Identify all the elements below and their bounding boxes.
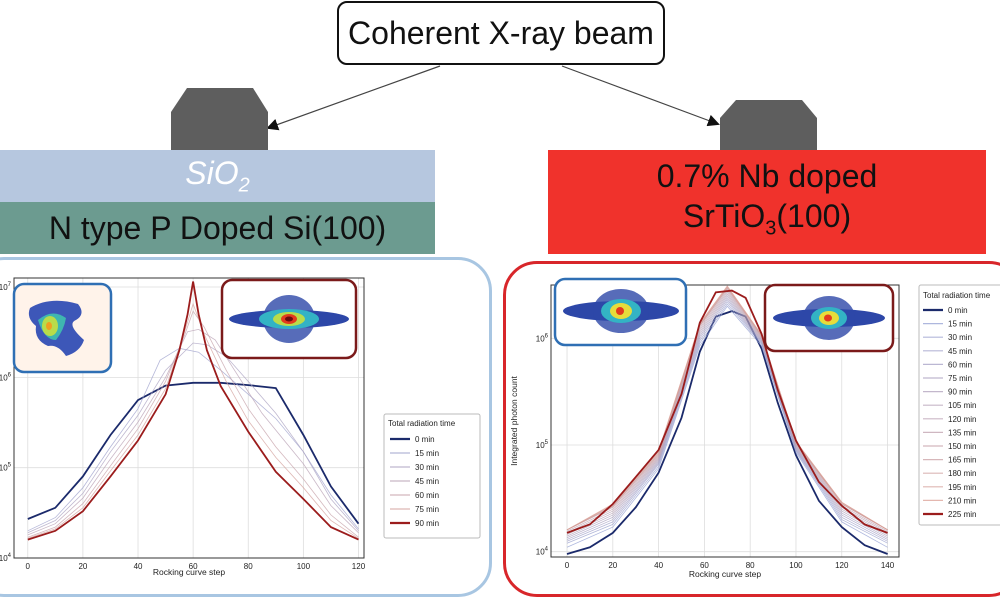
legend-entry: 60 min <box>948 360 972 369</box>
plot-frame <box>550 284 900 558</box>
x-ticks: 0 20 40 60 80 100 120 <box>26 562 366 571</box>
series-line-75-min <box>27 302 359 539</box>
x-axis-label: Rocking curve step <box>689 569 762 579</box>
series-line-0-min <box>27 381 360 525</box>
series-line-15-min <box>566 305 888 548</box>
chart-sto-rocking-curve: 0 20 40 60 80 100 120 140 106 105 104 Rocking cur… <box>509 277 1000 579</box>
y-tick-label: 106 <box>536 333 549 343</box>
x-tick-label: 100 <box>297 562 311 571</box>
sio2-layer: SiO2 <box>0 150 435 202</box>
x-tick-label: 20 <box>608 561 617 570</box>
legend-entry: 45 min <box>948 347 972 356</box>
legend-entry: 90 min <box>948 388 972 397</box>
legend: Total radiation time 0 min 15 min 30 min 45… <box>383 413 481 539</box>
legend-entry: 30 min <box>948 333 972 342</box>
y-tick-label: 106 <box>0 372 12 382</box>
plot-frame <box>13 277 365 559</box>
series-line-180-min <box>566 286 888 531</box>
beam-arrow-right <box>561 65 720 127</box>
y-tick-label: 107 <box>0 282 12 292</box>
legend-entry: 165 min <box>948 456 976 465</box>
series-line-225-min <box>566 289 888 534</box>
legend-entry: 75 min <box>415 505 439 514</box>
series-line-90-min <box>27 281 359 541</box>
x-axis-label: Rocking curve step <box>153 567 226 577</box>
si-substrate-label: N type P Doped Si(100) <box>48 209 387 246</box>
series-line-45-min <box>27 328 359 536</box>
sio2-label: SiO2 <box>185 154 250 197</box>
series-line-30-min <box>27 342 359 534</box>
x-tick-label: 140 <box>881 561 895 570</box>
legend-entry: 45 min <box>415 477 439 486</box>
legend-entry: 15 min <box>415 449 439 458</box>
legend-entry: 15 min <box>948 320 972 329</box>
x-tick-label: 80 <box>746 561 755 570</box>
legend-title: Total radiation time <box>388 419 456 428</box>
x-tick-label: 20 <box>78 562 87 571</box>
y-tick-label: 105 <box>536 440 549 450</box>
legend-entry: 30 min <box>415 463 439 472</box>
y-ticks: 106 105 104 <box>536 333 549 556</box>
sample-block-right <box>720 100 817 150</box>
series-line-15-min <box>27 347 359 532</box>
legend-entry: 210 min <box>948 496 976 505</box>
beam-label: Coherent X-ray beam <box>348 14 654 51</box>
legend: Total radiation time 0 min 15 min 30 min 45… <box>918 284 1000 526</box>
x-tick-label: 120 <box>835 561 849 570</box>
series-line-30-min <box>566 303 888 544</box>
series-lines <box>566 285 888 555</box>
legend-entry: 180 min <box>948 469 976 478</box>
x-tick-label: 60 <box>700 561 709 570</box>
inset-si-initial <box>12 282 113 374</box>
legend-entry: 150 min <box>948 442 976 451</box>
legend-entry: 135 min <box>948 428 976 437</box>
inset-sto-initial <box>553 277 688 347</box>
series-line-45-min <box>566 301 888 542</box>
series-line-120-min <box>566 291 888 534</box>
x-tick-label: 40 <box>134 562 143 571</box>
beam-arrow-left <box>266 65 441 131</box>
series-line-60-min <box>27 310 359 538</box>
sample-block-left <box>171 88 268 150</box>
y-tick-label: 105 <box>0 463 12 473</box>
legend-entry: 90 min <box>415 519 439 528</box>
beam-label-box: Coherent X-ray beam <box>337 1 665 65</box>
chart-si-rocking-curve: 0 20 40 60 80 100 120 107 106 105 104 Rocking cur… <box>0 277 481 577</box>
x-tick-label: 0 <box>26 562 31 571</box>
x-tick-label: 40 <box>654 561 663 570</box>
series-line-165-min <box>566 287 888 531</box>
y-ticks: 107 106 105 104 <box>0 282 12 563</box>
legend-entry: 0 min <box>948 306 968 315</box>
x-ticks: 0 20 40 60 80 100 120 140 <box>565 561 895 570</box>
y-tick-label: 104 <box>0 553 12 563</box>
left-result-panel <box>0 257 492 597</box>
legend-entry: 75 min <box>948 374 972 383</box>
sto-label-line2: SrTiO3(100) <box>682 197 852 240</box>
legend-entry: 120 min <box>948 415 976 424</box>
legend-entry: 0 min <box>415 435 435 444</box>
series-lines <box>27 281 360 541</box>
legend-entry: 105 min <box>948 401 976 410</box>
y-axis-label: Integrated photon count <box>509 375 519 465</box>
series-line-75-min <box>566 297 888 539</box>
x-tick-label: 0 <box>565 561 570 570</box>
sto-label-line1: 0.7% Nb doped <box>656 157 878 194</box>
sto-substrate-layer: 0.7% Nb doped SrTiO3(100) <box>548 150 986 254</box>
x-tick-label: 120 <box>352 562 366 571</box>
series-line-105-min <box>566 293 888 535</box>
y-tick-label: 104 <box>536 547 549 557</box>
x-tick-label: 100 <box>789 561 803 570</box>
legend-entry: 195 min <box>948 483 976 492</box>
right-result-panel <box>503 261 1000 597</box>
legend-entry: 225 min <box>948 510 976 519</box>
legend-entry: 60 min <box>415 491 439 500</box>
si-substrate-layer: N type P Doped Si(100) <box>0 202 435 254</box>
inset-sto-final <box>763 283 895 353</box>
inset-si-final <box>220 278 358 360</box>
x-tick-label: 80 <box>244 562 253 571</box>
series-line-60-min <box>566 299 888 540</box>
legend-title: Total radiation time <box>923 291 991 300</box>
x-tick-label: 60 <box>189 562 198 571</box>
